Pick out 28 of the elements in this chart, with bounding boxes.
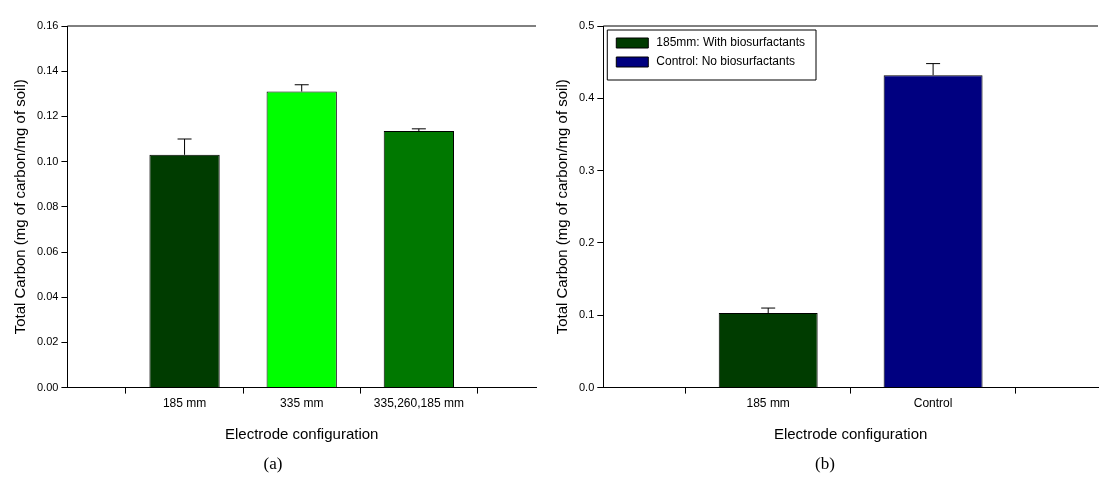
- y-tick-label: 0.14: [36, 64, 59, 77]
- y-tick-label: 0.04: [36, 290, 59, 303]
- y-tick-label: 0.12: [36, 109, 59, 122]
- text: (a): [262, 454, 284, 474]
- y-tick-label: 0.06: [36, 245, 59, 258]
- y-tick-label: 0.1: [578, 308, 595, 321]
- text: (b): [814, 454, 836, 474]
- x-tick-label: 335,260,185 mm: [373, 396, 464, 411]
- x-axis-title: Electrode configuration: [773, 425, 928, 443]
- y-axis-title: Total Carbon (mg of carbon/mg of soil): [553, 79, 571, 335]
- x-tick-label: 185 mm: [162, 396, 207, 411]
- y-tick-label: 0.16: [36, 19, 59, 32]
- y-tick-label: 0.5: [578, 19, 595, 32]
- legend-label: 185mm: With biosurfactants: [656, 35, 806, 50]
- y-tick-label: 0.02: [36, 335, 59, 348]
- y-tick-label: 0.3: [578, 163, 595, 176]
- y-tick-label: 0.08: [36, 199, 59, 212]
- y-tick-label: 0.4: [578, 91, 595, 104]
- y-tick-label: 0.10: [36, 154, 59, 167]
- x-tick-label: Control: [913, 396, 953, 411]
- legend-label: Control: No biosurfactants: [656, 54, 796, 69]
- y-tick-label: 0.2: [578, 235, 595, 248]
- x-tick-label: 185 mm: [746, 396, 790, 411]
- x-axis-title: Electrode configuration: [224, 425, 379, 443]
- y-tick-label: 0.00: [36, 380, 59, 393]
- y-axis-title: Total Carbon (mg of carbon/mg of soil): [11, 79, 29, 335]
- y-tick-label: 0.0: [578, 380, 595, 393]
- x-tick-label: 335 mm: [280, 396, 324, 411]
